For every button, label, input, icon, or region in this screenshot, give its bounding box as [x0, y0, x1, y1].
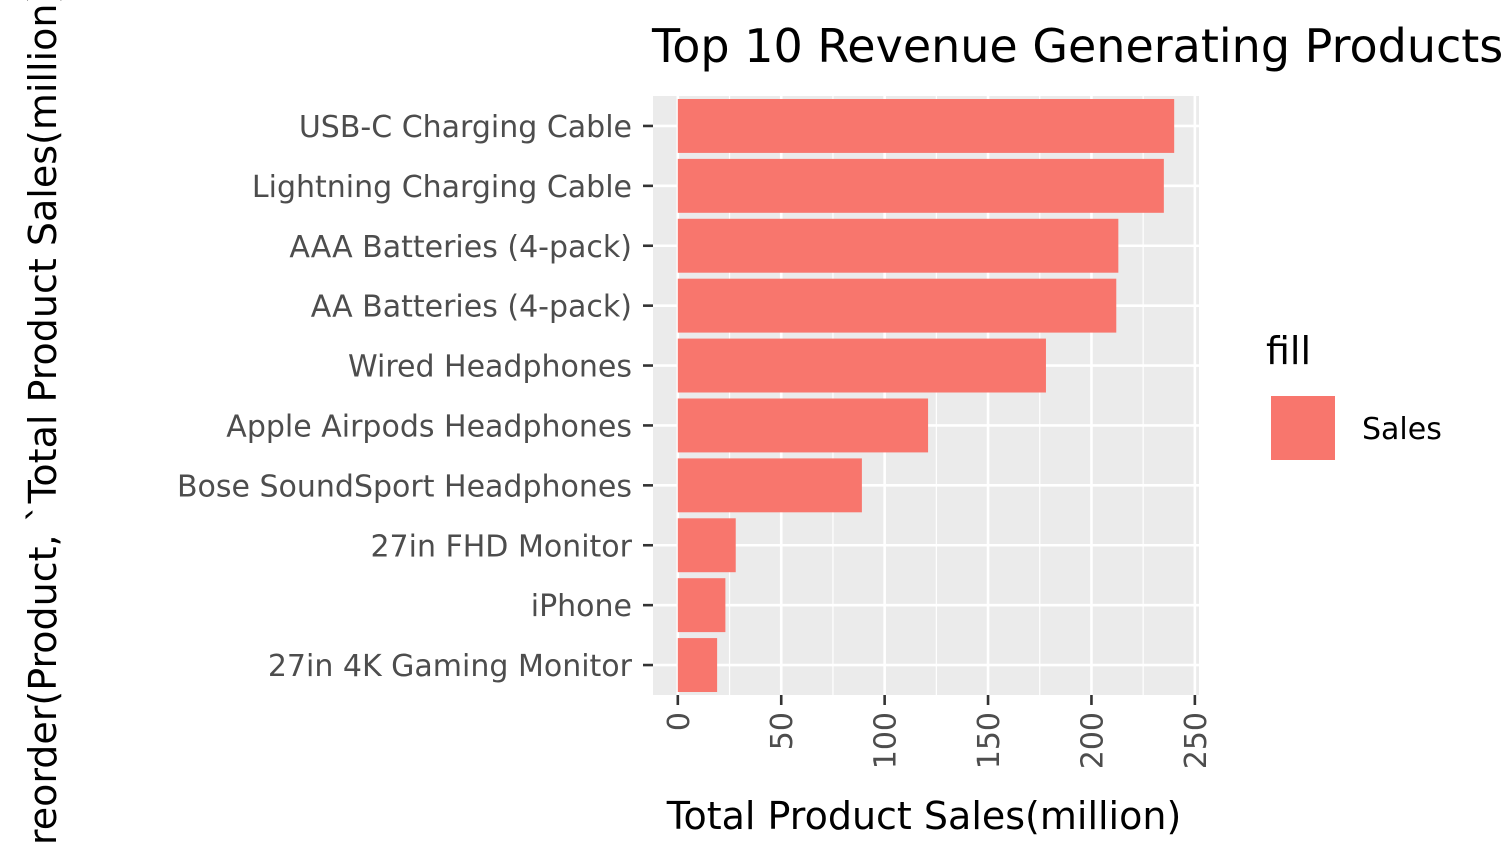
y-tick-label: Lightning Charging Cable [252, 170, 632, 205]
y-tick-label: USB-C Charging Cable [299, 110, 632, 145]
bar [677, 518, 736, 573]
bars [677, 98, 1175, 693]
bar [677, 398, 929, 453]
bar [677, 278, 1117, 333]
legend-title: fill [1266, 329, 1311, 373]
bar [677, 98, 1175, 153]
x-axis-title: Total Product Sales(million) [666, 794, 1182, 838]
bar [677, 158, 1164, 213]
legend: fill Sales [1266, 329, 1442, 462]
x-tick-label: 200 [1075, 712, 1110, 769]
y-axis: USB-C Charging Cable Lightning Charging C… [177, 110, 653, 684]
bar [677, 458, 862, 513]
y-tick-label: 27in 4K Gaming Monitor [268, 649, 633, 684]
y-tick-label: Bose SoundSport Headphones [177, 469, 632, 504]
legend-label-sales: Sales [1362, 412, 1442, 447]
y-axis-title: reorder(Product, `Total Product Sales(mi… [21, 0, 65, 845]
x-axis: 0 50 100 150 200 250 [662, 695, 1214, 769]
y-tick-label: iPhone [531, 589, 632, 624]
y-tick-label: 27in FHD Monitor [370, 529, 632, 564]
x-tick-label: 150 [972, 712, 1007, 769]
y-tick-label: Apple Airpods Headphones [226, 409, 632, 444]
legend-key-sales [1269, 394, 1337, 462]
y-tick-label: Wired Headphones [348, 350, 632, 385]
x-tick-label: 250 [1179, 712, 1214, 769]
bar [677, 338, 1046, 393]
x-tick-label: 0 [662, 712, 697, 731]
x-tick-label: 50 [765, 712, 800, 750]
bar [677, 638, 718, 693]
chart-title: Top 10 Revenue Generating Products [651, 19, 1503, 73]
bar [677, 218, 1119, 273]
y-tick-label: AA Batteries (4-pack) [311, 290, 632, 325]
bar [677, 578, 726, 633]
y-tick-label: AAA Batteries (4-pack) [289, 230, 632, 265]
x-tick-label: 100 [869, 712, 904, 769]
